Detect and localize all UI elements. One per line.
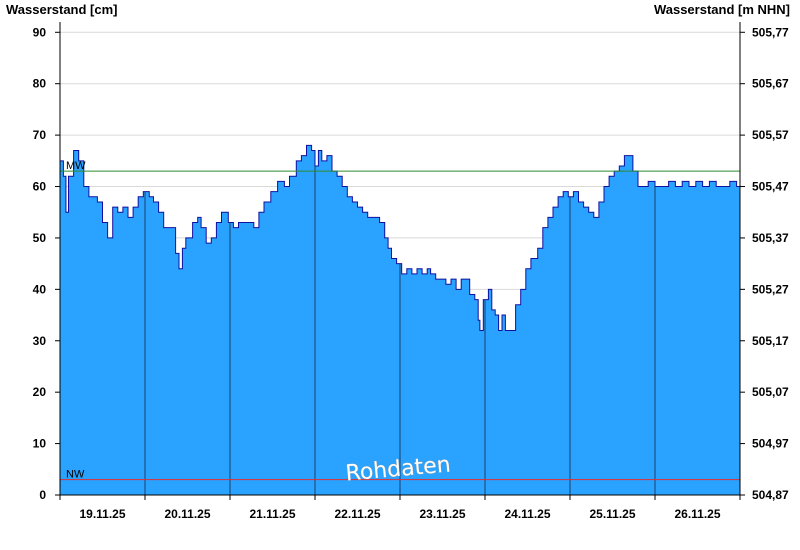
right-tick-label-1: 504,97 [752, 437, 789, 451]
right-tick-label-7: 505,57 [752, 128, 789, 142]
right-tick-label-2: 505,07 [752, 385, 789, 399]
reference-label-nw: NW [66, 469, 85, 481]
right-tick-label-0: 504,87 [752, 488, 789, 502]
left-tick-label-80: 80 [33, 77, 47, 91]
left-tick-label-70: 70 [33, 128, 47, 142]
right-tick-label-6: 505,47 [752, 180, 789, 194]
day-separators [144, 165, 656, 495]
left-tick-label-60: 60 [33, 180, 47, 194]
right-tick-label-9: 505,77 [752, 25, 789, 39]
date-tick-label-0: 19.11.25 [79, 507, 125, 521]
left-tick-label-40: 40 [33, 282, 47, 296]
right-tick-label-4: 505,27 [752, 282, 789, 296]
left-tick-label-50: 50 [33, 231, 47, 245]
left-axis-title: Wasserstand [cm] [6, 2, 118, 17]
left-axis-ticks: 0 10 20 30 40 50 60 70 80 90 [33, 25, 60, 502]
date-tick-label-6: 25.11.25 [589, 507, 635, 521]
left-tick-label-30: 30 [33, 334, 47, 348]
left-tick-label-20: 20 [33, 385, 47, 399]
date-tick-label-1: 20.11.25 [164, 507, 210, 521]
date-tick-label-7: 26.11.25 [674, 507, 720, 521]
left-tick-label-10: 10 [33, 437, 47, 451]
right-tick-label-8: 505,67 [752, 77, 789, 91]
date-axis-ticks: 19.11.25 20.11.25 21.11.25 22.11.25 23.11.25… [59, 495, 741, 521]
right-tick-label-3: 505,17 [752, 334, 789, 348]
reference-label-mw: MW [66, 160, 86, 172]
date-tick-label-2: 21.11.25 [249, 507, 295, 521]
right-axis-title: Wasserstand [m NHN] [654, 2, 790, 17]
date-tick-label-3: 22.11.25 [334, 507, 380, 521]
date-tick-label-4: 23.11.25 [419, 507, 465, 521]
reference-lines: MW NW [60, 160, 740, 481]
left-tick-label-90: 90 [33, 25, 47, 39]
date-tick-label-5: 24.11.25 [504, 507, 550, 521]
left-tick-label-0: 0 [39, 488, 46, 502]
right-axis-ticks: 504,87 504,97 505,07 505,17 505,27 505,37 505,… [740, 25, 789, 502]
right-tick-label-5: 505,37 [752, 231, 789, 245]
